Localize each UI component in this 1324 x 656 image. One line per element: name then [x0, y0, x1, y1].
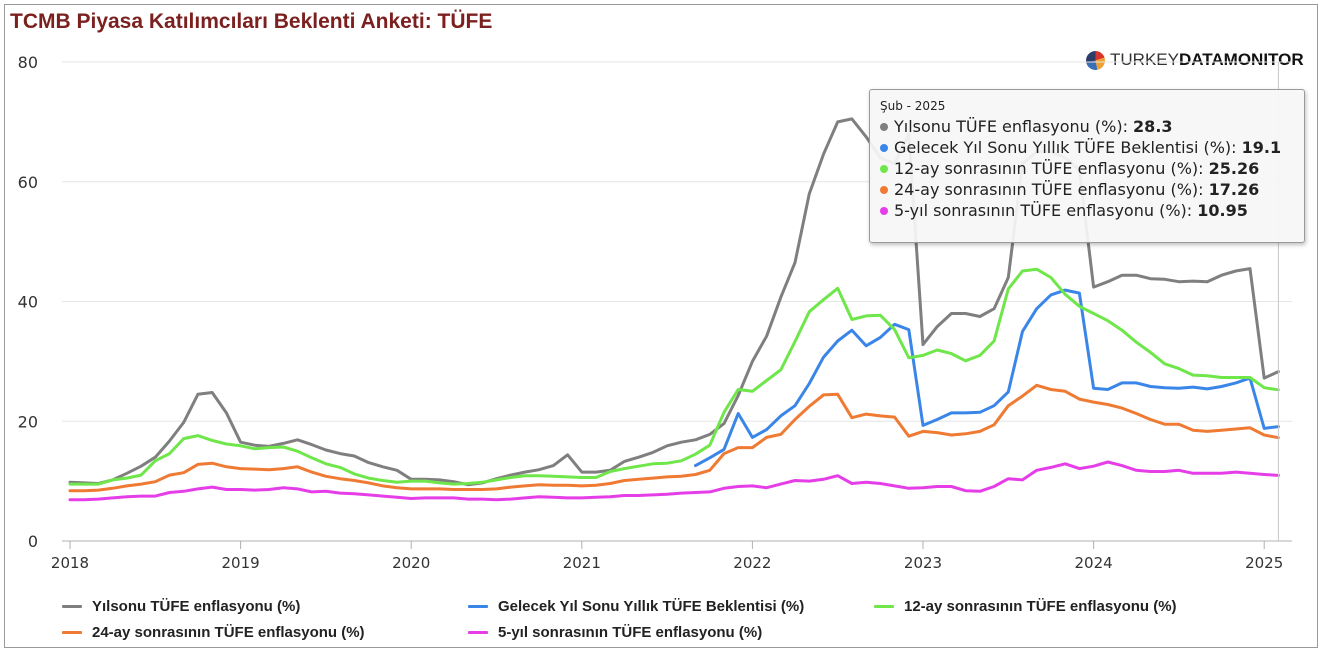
- tooltip-label: 5-yıl sonrasının TÜFE enflasyonu (%): [894, 201, 1187, 220]
- x-tick-label: 2021: [563, 554, 601, 572]
- tooltip-header: Şub - 2025: [880, 99, 946, 113]
- y-tick-label: 60: [18, 173, 38, 192]
- series-line-4[interactable]: [68, 460, 1280, 502]
- tooltip-value: 25.26: [1208, 159, 1260, 178]
- legend-label: Gelecek Yıl Sonu Yıllık TÜFE Beklentisi …: [498, 598, 805, 615]
- legend-label: 12-ay sonrasının TÜFE enflasyonu (%): [904, 598, 1177, 615]
- x-tick-label: 2022: [733, 554, 771, 572]
- brand-text-bold: DATA: [1178, 50, 1224, 69]
- legend-item-gelecek-yil[interactable]: Gelecek Yıl Sonu Yıllık TÜFE Beklentisi …: [468, 598, 804, 615]
- series-line-2[interactable]: [68, 267, 1280, 486]
- tooltip-value: 19.1: [1241, 138, 1282, 157]
- brand-logo: TURKEY DATA MONITOR: [1086, 50, 1304, 70]
- legend-item-12-ay[interactable]: 12-ay sonrasının TÜFE enflasyonu (%): [874, 598, 1177, 615]
- legend-label: 24-ay sonrasının TÜFE enflasyonu (%): [92, 624, 365, 641]
- y-tick-label: 20: [18, 412, 38, 431]
- tooltip-label: 24-ay sonrasının TÜFE enflasyonu (%): [894, 180, 1199, 199]
- x-tick-label: 2024: [1075, 554, 1113, 572]
- tooltip-value: 10.95: [1197, 201, 1248, 220]
- tooltip-value: 17.26: [1208, 180, 1260, 199]
- tooltip: Şub - 2025 Yılsonu TÜFE enflasyonu (%): …: [869, 89, 1305, 243]
- tooltip-row: 5-yıl sonrasının TÜFE enflasyonu (%): 10…: [880, 200, 1294, 221]
- tooltip-label: 12-ay sonrasının TÜFE enflasyonu (%): [894, 159, 1199, 178]
- x-tick-label: 2025: [1245, 554, 1283, 572]
- y-tick-label: 40: [18, 293, 38, 312]
- legend-item-yilsonu[interactable]: Yılsonu TÜFE enflasyonu (%): [62, 598, 300, 615]
- tooltip-row: Yılsonu TÜFE enflasyonu (%): 28.3: [880, 116, 1294, 137]
- legend-swatch: [468, 631, 488, 634]
- series-line-1[interactable]: [694, 288, 1280, 468]
- series-dot: [880, 165, 888, 173]
- series-dot: [880, 207, 888, 215]
- x-tick-label: 2019: [222, 554, 260, 572]
- legend-item-5-yil[interactable]: 5-yıl sonrasının TÜFE enflasyonu (%): [468, 624, 762, 641]
- chart-title: TCMB Piyasa Katılımcıları Beklenti Anket…: [10, 10, 493, 33]
- tooltip-label: Gelecek Yıl Sonu Yıllık TÜFE Beklentisi …: [894, 138, 1232, 157]
- brand-text-light: TURKEY: [1110, 50, 1179, 69]
- series-dot: [880, 123, 888, 131]
- brand-text-bold2: MONITOR: [1223, 50, 1304, 69]
- series-dot: [880, 186, 888, 194]
- x-tick-label: 2023: [904, 554, 942, 572]
- legend-swatch: [468, 605, 488, 608]
- tooltip-row: 12-ay sonrasının TÜFE enflasyonu (%): 25…: [880, 158, 1294, 179]
- tooltip-value: 28.3: [1133, 117, 1173, 136]
- y-tick-label: 0: [28, 532, 38, 551]
- tooltip-row: Gelecek Yıl Sonu Yıllık TÜFE Beklentisi …: [880, 137, 1294, 158]
- legend-swatch: [62, 605, 82, 608]
- tooltip-label: Yılsonu TÜFE enflasyonu (%): [894, 117, 1123, 136]
- legend-swatch: [874, 605, 894, 608]
- legend-swatch: [62, 631, 82, 634]
- legend-label: Yılsonu TÜFE enflasyonu (%): [92, 598, 301, 615]
- legend-item-24-ay[interactable]: 24-ay sonrasının TÜFE enflasyonu (%): [62, 624, 365, 641]
- y-tick-label: 80: [18, 53, 38, 72]
- series-dot: [880, 144, 888, 152]
- legend-label: 5-yıl sonrasının TÜFE enflasyonu (%): [498, 624, 763, 641]
- series-line-3[interactable]: [68, 383, 1280, 493]
- x-tick-label: 2018: [51, 554, 89, 572]
- tooltip-row: 24-ay sonrasının TÜFE enflasyonu (%): 17…: [880, 179, 1294, 200]
- x-tick-label: 2020: [392, 554, 430, 572]
